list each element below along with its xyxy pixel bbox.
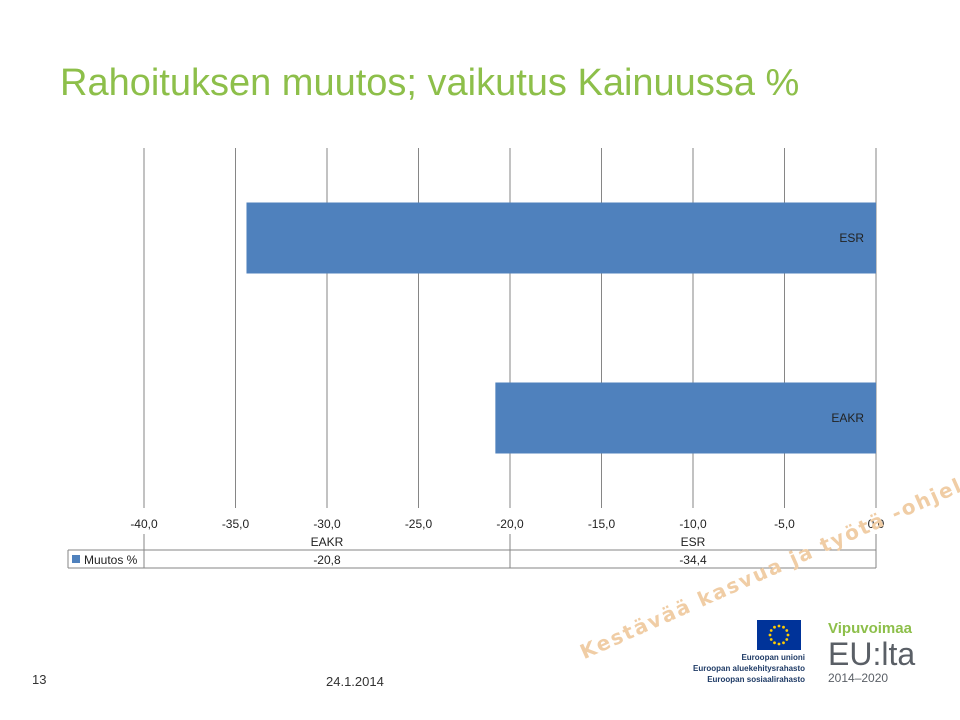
legend-series-name: Muutos % <box>84 553 138 567</box>
eu-social-fund-label: Euroopan sosiaalirahasto <box>707 675 805 684</box>
slide-number: 13 <box>32 672 47 687</box>
table-value: -34,4 <box>679 553 707 567</box>
bar-chart: EAKR ESR -40,0 -35,0 -30,0 -25,0 -20,0 -15,0 -1… <box>67 148 885 569</box>
x-tick-label: -10,0 <box>679 517 707 531</box>
table-column-header: ESR <box>681 535 706 549</box>
eu-regional-fund-label: Euroopan aluekehitysrahasto <box>693 664 806 673</box>
eu-star <box>785 638 789 641</box>
eu-star <box>769 629 773 632</box>
bar-esr <box>246 202 877 274</box>
x-tick-label: -5,0 <box>774 517 795 531</box>
bar-category-label: ESR <box>839 231 864 245</box>
x-tick-label: -15,0 <box>588 517 616 531</box>
slide-title: Rahoituksen muutos; vaikutus Kainuussa % <box>60 62 800 104</box>
data-table: EAKR -20,8 ESR -34,4 Muutos % <box>67 534 877 569</box>
eu-star <box>773 641 776 645</box>
x-tick-label: -30,0 <box>313 517 341 531</box>
slide-date: 24.1.2014 <box>326 674 384 689</box>
x-tick-label: -20,0 <box>496 517 524 531</box>
eu-lta-label: EU:lta <box>828 636 916 672</box>
bar-eakr <box>495 382 876 454</box>
x-tick-label: -40,0 <box>130 517 158 531</box>
eu-star <box>777 642 781 646</box>
x-axis-ticks: -40,0 -35,0 -30,0 -25,0 -20,0 -15,0 -10,0 -5,0 0… <box>130 517 884 531</box>
vipuvoimaa-logo: Vipuvoimaa EU:lta 2014–2020 <box>828 620 915 685</box>
table-value: -20,8 <box>313 553 341 567</box>
x-tick-label: -35,0 <box>222 517 250 531</box>
eu-star <box>782 625 785 629</box>
program-years-label: 2014–2020 <box>828 671 889 685</box>
eu-star <box>782 641 785 645</box>
eu-star <box>768 633 772 637</box>
eu-star <box>785 629 789 632</box>
bars: EAKR ESR <box>246 202 877 454</box>
eu-star <box>777 624 781 628</box>
vipuvoimaa-label: Vipuvoimaa <box>828 620 912 637</box>
table-column-header: EAKR <box>311 535 344 549</box>
eu-star <box>773 625 776 629</box>
eu-star <box>769 638 773 641</box>
x-tick-label: -25,0 <box>405 517 433 531</box>
legend-swatch <box>72 555 80 563</box>
eu-union-label: Euroopan unioni <box>741 653 805 662</box>
bar-category-label: EAKR <box>831 411 864 425</box>
gridlines <box>143 148 877 508</box>
eu-flag-icon <box>757 620 801 650</box>
eu-star <box>786 633 790 637</box>
x-tick-label: 0,0 <box>868 517 885 531</box>
